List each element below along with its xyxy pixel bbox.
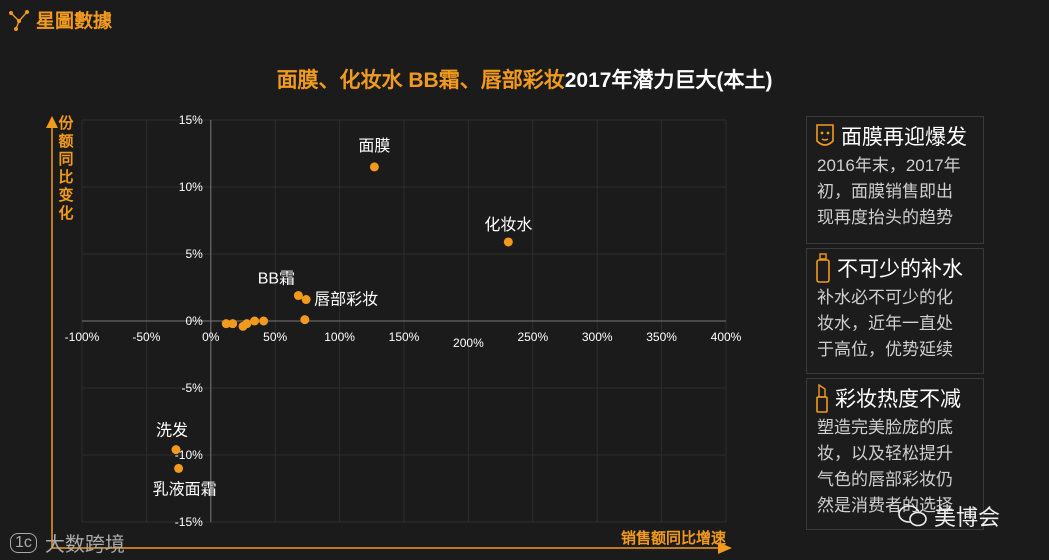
x-tick-label: 0% xyxy=(202,330,220,344)
y-axis-label-group: 份额同比变化 xyxy=(58,114,74,222)
side-heading: 彩妆热度不减 xyxy=(835,388,961,411)
title-highlight: 面膜、化妆水 BB霜、唇部彩妆 xyxy=(276,69,565,92)
side-body: 塑造完美脸庞的底 妆，以及轻松提升 气色的唇部彩妆仍 然是消费者的选择 xyxy=(807,413,983,525)
data-point xyxy=(174,463,184,473)
x-axis-label: 销售额同比增速 xyxy=(621,529,726,547)
side-line: 现再度抬头的趋势 xyxy=(817,208,953,227)
chart-title: 面膜、化妆水 BB霜、唇部彩妆2017年潜力巨大(本土) xyxy=(0,64,1049,94)
side-body: 补水必不可少的化 妆水，近年一直处 于高位，优势延续 xyxy=(807,283,983,369)
data-point xyxy=(259,316,269,326)
data-point xyxy=(228,319,238,329)
brand-logo: 星圖數據 xyxy=(8,6,112,33)
side-panel-lipstick: 彩妆热度不减 塑造完美脸庞的底 妆，以及轻松提升 气色的唇部彩妆仍 然是消费者的… xyxy=(806,378,984,530)
side-line: 妆，以及轻松提升 xyxy=(817,444,953,463)
data-point xyxy=(221,319,231,329)
side-panel-bottle: 不可少的补水 补水必不可少的化 妆水，近年一直处 于高位，优势延续 xyxy=(806,248,984,374)
x-tick-label: 350% xyxy=(646,330,677,344)
y-axis-label-char: 同 xyxy=(58,151,73,168)
x-tick-label: 150% xyxy=(389,330,420,344)
lipstick-icon xyxy=(816,383,828,413)
scatter-chart: -100% -50% 0% 50% 100% 150% 200% 250% 300% 350% 40… xyxy=(46,113,742,554)
side-line: 补水必不可少的化 xyxy=(817,288,953,307)
data-label: 洗发 xyxy=(156,422,188,440)
watermark-logo-icon: 1c xyxy=(10,532,37,553)
y-tick-label: -10% xyxy=(175,448,203,462)
data-point xyxy=(293,291,303,301)
data-label: 化妆水 xyxy=(484,216,532,234)
watermark-right: 美博会 xyxy=(898,500,1000,532)
data-label: 面膜 xyxy=(358,137,390,155)
data-point xyxy=(301,295,311,305)
side-line: 然是消费者的选择 xyxy=(817,496,953,515)
data-label: BB霜 xyxy=(258,271,295,288)
y-tick-label: 15% xyxy=(179,113,203,127)
data-point xyxy=(503,237,513,247)
y-tick-label: -5% xyxy=(181,381,203,395)
constellation-icon xyxy=(9,9,29,31)
y-axis-label-char: 比 xyxy=(58,168,73,186)
face-mask-icon xyxy=(816,124,834,146)
x-tick-label: 300% xyxy=(582,330,613,344)
y-axis-label-char: 变 xyxy=(58,186,73,204)
chart-axes: -100% -50% 0% 50% 100% 150% 200% 250% 300% 350% 40… xyxy=(46,113,742,554)
x-tick-label: -50% xyxy=(132,330,160,344)
data-point xyxy=(300,315,310,325)
x-tick-label: 50% xyxy=(263,330,287,344)
side-line: 于高位，优势延续 xyxy=(817,340,953,359)
side-line: 2016年末，2017年 xyxy=(817,156,961,175)
y-axis-label-char: 化 xyxy=(58,204,73,222)
y-axis-label-char: 额 xyxy=(58,132,73,150)
x-tick-label: -100% xyxy=(65,330,100,344)
data-point xyxy=(369,162,379,172)
data-point xyxy=(171,445,181,455)
y-axis-label: 份额同比变化 xyxy=(58,114,74,222)
x-tick-label: 250% xyxy=(517,330,548,344)
side-heading: 不可少的补水 xyxy=(837,258,963,281)
x-tick-label: 200% xyxy=(453,336,484,350)
data-point xyxy=(250,316,260,326)
x-axis-arrowhead xyxy=(718,542,732,554)
y-tick-label: 5% xyxy=(185,247,203,261)
watermark-left-text: 大数跨境 xyxy=(44,534,125,556)
data-label: 唇部彩妆 xyxy=(314,291,378,309)
side-line: 塑造完美脸庞的底 xyxy=(817,418,953,437)
side-line: 气色的唇部彩妆仍 xyxy=(817,470,953,489)
side-panel-face-mask: 面膜再迎爆发 2016年末，2017年 初，面膜销售即出 现再度抬头的趋势 xyxy=(806,116,984,244)
title-rest: 2017年潜力巨大(本土) xyxy=(564,69,773,92)
data-point xyxy=(242,319,252,329)
side-line: 初，面膜销售即出 xyxy=(817,182,953,201)
x-tick-label: 100% xyxy=(324,330,355,344)
side-body: 2016年末，2017年 初，面膜销售即出 现再度抬头的趋势 xyxy=(807,151,983,237)
y-tick-label: -15% xyxy=(175,515,203,529)
side-line: 妆水，近年一直处 xyxy=(817,314,953,333)
y-axis-label-char: 份 xyxy=(58,114,74,132)
y-axis-arrowhead xyxy=(46,116,58,128)
brand-name: 星圖數據 xyxy=(36,11,113,32)
watermark-right-text: 美博会 xyxy=(934,505,1001,530)
data-label: 乳液面霜 xyxy=(153,480,217,498)
wechat-icon xyxy=(898,505,927,527)
side-heading: 面膜再迎爆发 xyxy=(841,126,967,149)
y-tick-label: 0% xyxy=(185,314,203,328)
bottle-icon xyxy=(816,253,830,283)
watermark-left: 1c 大数跨境 xyxy=(10,528,125,557)
y-tick-label: 10% xyxy=(179,180,203,194)
x-tick-label: 400% xyxy=(711,330,742,344)
